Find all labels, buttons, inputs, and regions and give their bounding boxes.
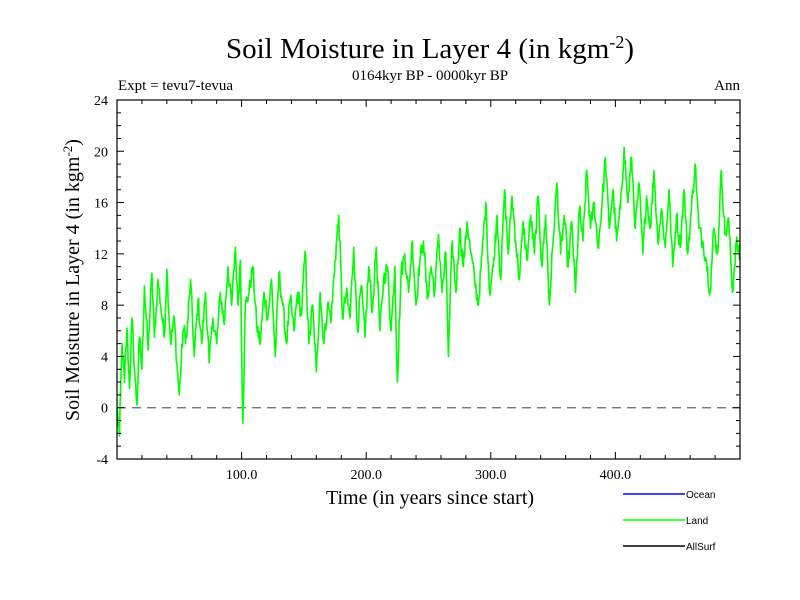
y-tick-label: 16 — [94, 197, 108, 212]
season-label: Ann — [714, 78, 740, 94]
series-line-land — [116, 146, 741, 437]
chart-subtitle: 0164kyr BP - 0000kyr BP — [352, 68, 508, 84]
legend-label-land: Land — [686, 516, 708, 527]
plot-frame — [116, 99, 741, 460]
legend-label-allsurf: AllSurf — [686, 542, 716, 553]
y-tick-label: 12 — [94, 248, 108, 263]
y-tick-label: 20 — [94, 145, 108, 160]
experiment-label: Expt = tevu7-tevua — [118, 78, 233, 94]
x-tick-label: 100.0 — [226, 468, 258, 483]
x-tick-label: 300.0 — [475, 468, 507, 483]
x-axis-label: Time (in years since start) — [326, 487, 534, 509]
y-axis-label: Soil Moisture in Layer 4 (in kgm-2) — [60, 139, 85, 421]
y-tick-label: 8 — [101, 299, 108, 314]
x-tick-label: 400.0 — [600, 468, 632, 483]
y-tick-label: 4 — [101, 350, 108, 365]
y-tick-label: -4 — [96, 453, 108, 468]
legend-label-ocean: Ocean — [686, 490, 715, 501]
x-tick-label: 200.0 — [350, 468, 382, 483]
chart-title: Soil Moisture in Layer 4 (in kgm-2) — [226, 32, 634, 65]
y-tick-label: 0 — [101, 402, 108, 417]
y-tick-label: 24 — [94, 94, 108, 109]
